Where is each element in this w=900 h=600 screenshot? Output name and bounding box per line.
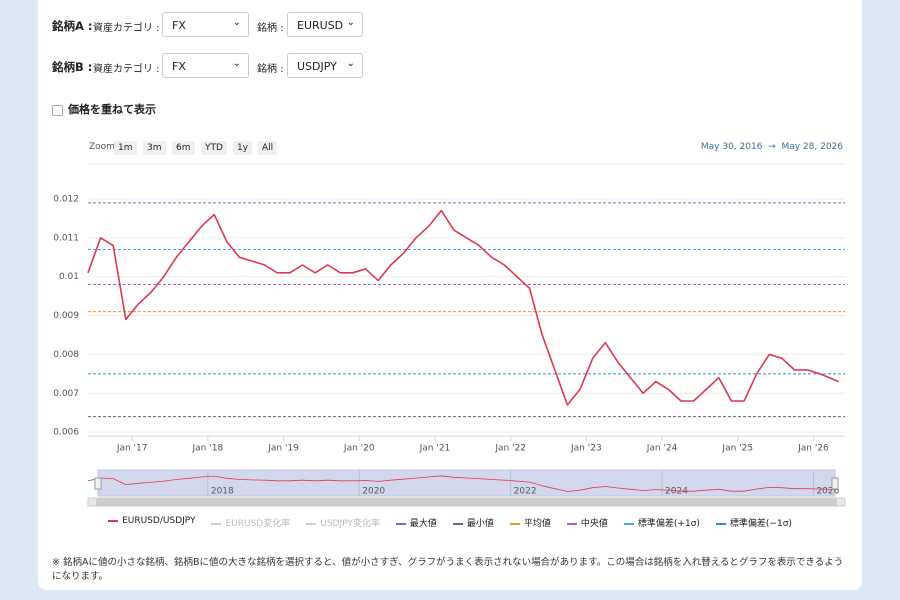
x-tick-label: Jan '22 xyxy=(494,444,526,454)
y-tick-label: 0.008 xyxy=(53,350,79,360)
x-tick-label: Jan '19 xyxy=(267,444,299,454)
row-label: 銘柄B : xyxy=(52,60,93,74)
date-range: May 30, 2016 → May 28, 2026 xyxy=(701,142,843,152)
legend-swatch xyxy=(211,522,222,525)
navigator-handle[interactable] xyxy=(831,477,839,490)
legend-item[interactable]: EURUSD変化率 xyxy=(211,516,290,529)
symbol-select[interactable]: EURUSD xyxy=(287,10,363,37)
symbol-select[interactable]: USDJPY xyxy=(287,51,363,78)
legend-swatch xyxy=(306,522,317,525)
legend-label: USDJPY変化率 xyxy=(320,519,380,529)
zoom-button[interactable]: 6m xyxy=(172,141,195,155)
zoom-button[interactable]: YTD xyxy=(201,141,227,155)
navigator-handle[interactable] xyxy=(94,477,102,490)
legend-label: 平均値 xyxy=(523,519,551,529)
category-select[interactable]: FX xyxy=(162,10,249,37)
overlay-option[interactable]: 価格を重ねて表示 xyxy=(52,101,156,117)
legend-item[interactable]: 中央値 xyxy=(566,516,608,529)
y-tick-label: 0.007 xyxy=(53,389,79,399)
legend-swatch xyxy=(108,519,119,522)
checkbox-label: 価格を重ねて表示 xyxy=(68,103,156,116)
navigator-label: 2020 xyxy=(362,487,385,497)
y-tick-label: 0.011 xyxy=(53,233,79,243)
y-tick-label: 0.012 xyxy=(53,194,79,204)
legend-swatch xyxy=(509,522,520,525)
legend: EURUSD/USDJPY EURUSD変化率 USDJPY変化率 最大値 最小値 平均値… xyxy=(0,516,900,529)
legend-swatch xyxy=(566,522,577,525)
x-tick-label: Jan '17 xyxy=(116,444,148,454)
legend-label: 標準偏差(−1σ) xyxy=(729,519,792,529)
legend-swatch xyxy=(715,522,726,525)
legend-swatch xyxy=(395,522,406,525)
legend-item[interactable]: 標準偏差(+1σ) xyxy=(623,516,700,529)
arrow: → xyxy=(768,142,776,152)
x-tick-label: Jan '26 xyxy=(797,444,829,454)
x-tick-label: Jan '24 xyxy=(646,444,678,454)
navigator-label: 2018 xyxy=(211,487,234,497)
legend-item[interactable]: USDJPY変化率 xyxy=(306,516,380,529)
x-tick-label: Jan '21 xyxy=(419,444,451,454)
navigator-label: 2026 xyxy=(816,487,839,497)
navigator-line xyxy=(87,475,839,492)
category-label: 資産カテゴリ : xyxy=(93,64,160,75)
legend-swatch xyxy=(623,522,634,525)
legend-item[interactable]: 最小値 xyxy=(452,516,494,529)
legend-label: EURUSD変化率 xyxy=(225,519,291,529)
legend-item[interactable]: 平均値 xyxy=(509,516,551,529)
note: ※ 銘柄Aに値の小さな銘柄、銘柄Bに値の大きな銘柄を選択すると、値が小さすぎ、グ… xyxy=(52,557,844,582)
x-tick-label: Jan '20 xyxy=(343,444,375,454)
scrollbar-thumb xyxy=(96,498,837,506)
zoom-button[interactable]: All xyxy=(258,141,278,155)
date-from[interactable]: May 30, 2016 xyxy=(700,142,763,152)
legend-label: 最小値 xyxy=(466,519,494,529)
zoom-label: Zoom xyxy=(89,142,115,152)
category-label: 資産カテゴリ : xyxy=(93,23,160,34)
zoom-button[interactable]: 3m xyxy=(143,141,166,155)
legend-swatch xyxy=(452,522,463,525)
category-select[interactable]: FX xyxy=(162,51,249,78)
navigator-label: 2024 xyxy=(665,487,688,497)
y-tick-label: 0.01 xyxy=(59,272,79,282)
symbol-label: 銘柄 : xyxy=(257,64,284,75)
zoom-button[interactable]: 1m xyxy=(114,141,137,155)
legend-item[interactable]: EURUSD/USDJPY xyxy=(108,516,195,529)
x-tick-label: Jan '18 xyxy=(192,444,224,454)
legend-item[interactable]: 最大値 xyxy=(395,516,437,529)
symbol-label: 銘柄 : xyxy=(257,23,284,34)
legend-label: EURUSD/USDJPY xyxy=(122,516,196,526)
navigator-label: 2022 xyxy=(514,487,537,497)
y-tick-label: 0.009 xyxy=(53,311,79,321)
legend-label: 最大値 xyxy=(409,519,437,529)
line-series xyxy=(87,209,840,406)
row-label: 銘柄A : xyxy=(52,19,93,33)
x-tick-label: Jan '23 xyxy=(570,444,602,454)
legend-label: 中央値 xyxy=(580,519,608,529)
y-tick-label: 0.006 xyxy=(53,428,79,438)
legend-label: 標準偏差(+1σ) xyxy=(637,519,700,529)
zoom-button[interactable]: 1y xyxy=(233,141,253,155)
navigator-bg xyxy=(97,469,836,497)
x-tick-label: Jan '25 xyxy=(721,444,753,454)
date-to[interactable]: May 28, 2026 xyxy=(781,142,843,152)
legend-item[interactable]: 標準偏差(−1σ) xyxy=(715,516,792,529)
